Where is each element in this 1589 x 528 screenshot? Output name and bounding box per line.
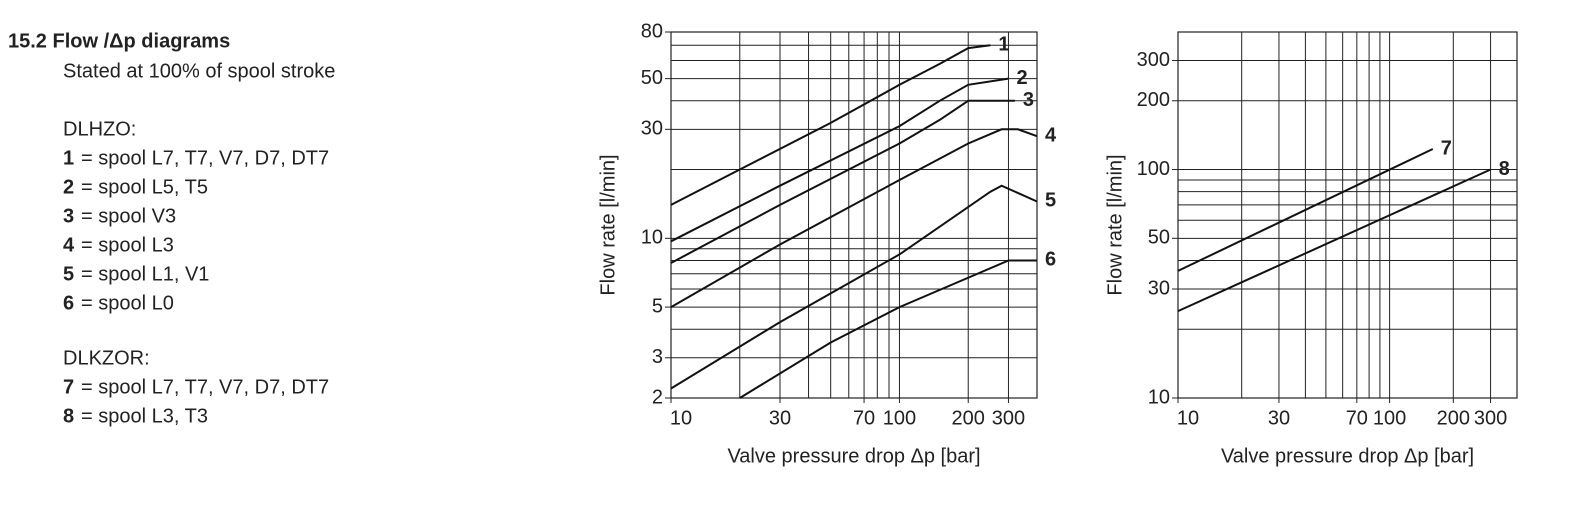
plot-frame xyxy=(670,31,1038,399)
y-tick-label: 300 xyxy=(1137,49,1170,71)
x-tick-label: 100 xyxy=(1373,407,1406,429)
x-tick-label: 70 xyxy=(853,407,875,429)
y-tick-label: 50 xyxy=(641,67,663,89)
y-tick-label: 100 xyxy=(1137,158,1170,180)
item-key: 1 xyxy=(63,147,74,169)
item-text: = spool L0 xyxy=(81,292,174,314)
y-tick-label: 30 xyxy=(641,118,663,140)
flow-curve xyxy=(1177,148,1434,272)
item-text: = spool L3 xyxy=(81,234,174,256)
item-key: 3 xyxy=(63,205,74,227)
y-tick-label: 10 xyxy=(1148,386,1170,408)
x-tick-label: 100 xyxy=(883,407,916,429)
curve-label: 2 xyxy=(1016,67,1027,89)
flow-curve xyxy=(670,99,1015,264)
y-tick-label: 80 xyxy=(641,20,663,42)
y-tick-label: 2 xyxy=(652,386,663,408)
curve-label: 7 xyxy=(1441,137,1452,159)
item-text: = spool L7, T7, V7, D7, DT7 xyxy=(81,376,329,398)
x-tick-label: 300 xyxy=(1474,407,1507,429)
group-title: DLKZOR: xyxy=(63,347,150,369)
curve-label: 3 xyxy=(1023,89,1034,111)
y-tick-label: 30 xyxy=(1148,277,1170,299)
flow-curve xyxy=(670,184,1038,390)
curve-label: 1 xyxy=(998,34,1009,56)
item-text: = spool L1, V1 xyxy=(81,263,209,285)
section-title: 15.2 Flow /Δp diagrams xyxy=(8,30,230,52)
group-title: DLHZO: xyxy=(63,118,136,140)
item-text: = spool L5, T5 xyxy=(81,176,208,198)
y-tick-label: 200 xyxy=(1137,89,1170,111)
item-key: 5 xyxy=(63,263,74,285)
flow-curve xyxy=(670,44,991,206)
item-key: 4 xyxy=(63,234,75,256)
x-axis-label: Valve pressure drop Δp [bar] xyxy=(727,445,980,467)
y-tick-label: 5 xyxy=(652,295,663,317)
x-tick-label: 70 xyxy=(1346,407,1368,429)
y-axis-label: Flow rate [l/min] xyxy=(1104,154,1126,295)
item-key: 2 xyxy=(63,176,74,198)
curve-label: 8 xyxy=(1499,158,1510,180)
y-tick-label: 50 xyxy=(1148,227,1170,249)
x-tick-label: 300 xyxy=(992,407,1025,429)
item-text: = spool V3 xyxy=(81,205,176,227)
flow-curve xyxy=(1177,168,1492,313)
curve-label: 5 xyxy=(1045,190,1056,212)
y-axis-label: Flow rate [l/min] xyxy=(597,154,619,295)
y-tick-label: 10 xyxy=(641,227,663,249)
x-tick-label: 200 xyxy=(952,407,985,429)
x-tick-label: 10 xyxy=(1177,407,1199,429)
flow-curve xyxy=(670,77,1009,243)
section-subtitle: Stated at 100% of spool stroke xyxy=(63,60,335,82)
flow-curve xyxy=(739,259,1037,399)
curve-label: 6 xyxy=(1045,249,1056,271)
item-text: = spool L3, T3 xyxy=(81,405,208,427)
x-tick-label: 30 xyxy=(769,407,791,429)
y-tick-label: 3 xyxy=(652,346,663,368)
item-key: 7 xyxy=(63,376,74,398)
item-key: 8 xyxy=(63,405,74,427)
curve-label: 4 xyxy=(1045,124,1057,146)
item-key: 6 xyxy=(63,292,74,314)
x-tick-label: 30 xyxy=(1268,407,1290,429)
x-tick-label: 10 xyxy=(670,407,692,429)
plot-frame xyxy=(1177,31,1518,399)
item-text: = spool L7, T7, V7, D7, DT7 xyxy=(81,147,329,169)
x-axis-label: Valve pressure drop Δp [bar] xyxy=(1221,445,1474,467)
x-tick-label: 200 xyxy=(1437,407,1470,429)
flow-curve xyxy=(670,128,1038,308)
